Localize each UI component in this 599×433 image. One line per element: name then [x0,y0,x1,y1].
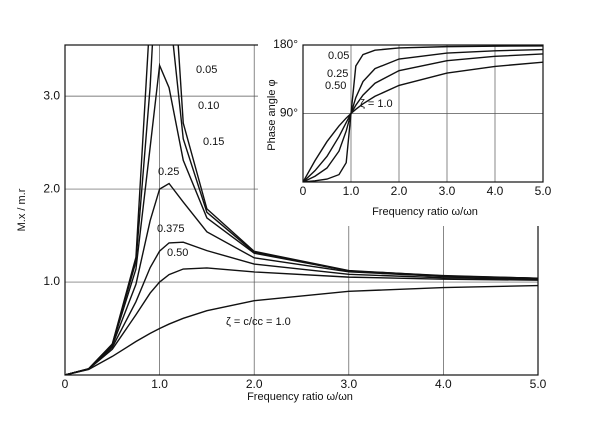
x-tick-label: 4.0 [487,184,504,198]
x-tick-label: 0 [300,184,307,198]
curve [65,284,538,375]
curve-label: 0.05 [328,50,349,62]
x-tick-label: 4.0 [435,377,452,391]
x-tick-label: 3.0 [340,377,357,391]
curve [65,267,538,375]
x-tick-label: 2.0 [391,184,408,198]
curve-label: 0.15 [203,136,224,148]
curve [303,48,543,182]
curve-label: 0.375 [157,223,185,235]
curve-label: 0.05 [196,64,217,76]
curve-label: 0.50 [325,80,346,92]
plot-frame [302,44,544,183]
y-tick-label: 180° [273,37,298,51]
x-tick-label: 0 [62,377,69,391]
curve [65,241,538,375]
x-axis-label: Frequency ratio ω/ωn [247,391,353,403]
curve-label: 0.25 [158,166,179,178]
y-tick-label: 1.0 [43,274,60,288]
x-tick-label: 5.0 [535,184,552,198]
y-tick-label: 90° [280,106,298,120]
curve-label: ζ = 1.0 [360,98,393,110]
curve [303,53,543,182]
x-axis-label: Frequency ratio ω/ωn [372,206,478,218]
x-tick-label: 3.0 [439,184,456,198]
curve-label: ζ = c/cc = 1.0 [226,316,291,328]
curve-label: 0.10 [198,100,219,112]
x-tick-label: 1.0 [343,184,360,198]
y-tick-label: 3.0 [43,88,60,102]
x-tick-label: 2.0 [246,377,263,391]
inset-chart: 0 1.0 2.0 3.0 4.0 5.0 90° 180° Frequency ratio ω… [266,37,552,218]
curve-label: 0.25 [327,68,348,80]
curve [303,45,543,182]
curve [65,182,538,375]
y-tick-label: 2.0 [43,181,60,195]
x-tick-label: 1.0 [151,377,168,391]
inset-background [258,30,560,226]
curve-label: 0.50 [167,247,188,259]
y-axis-label: M.x / m.r [16,188,28,231]
x-tick-label: 5.0 [530,377,547,391]
curve [303,61,543,182]
y-axis-label: Phase angle φ [266,79,278,150]
